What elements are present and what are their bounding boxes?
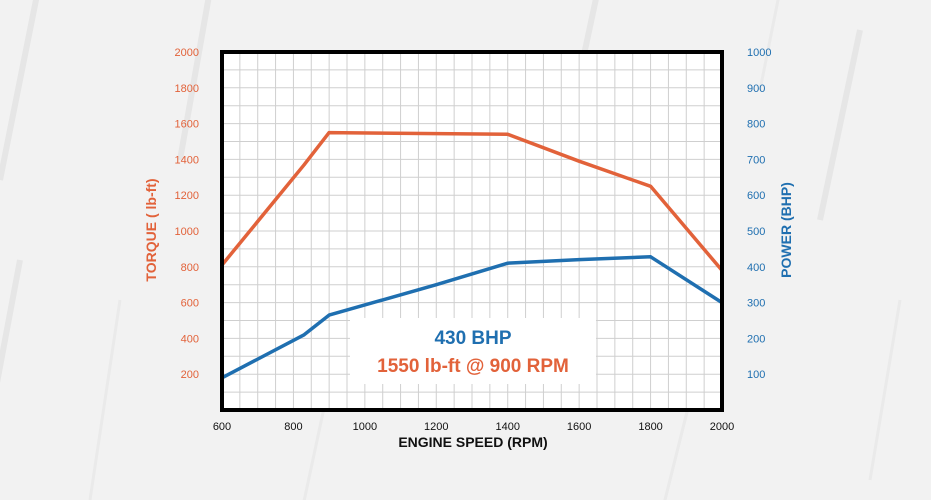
- annotation-background: [350, 318, 596, 384]
- torque-data-point: [577, 159, 581, 163]
- background-streak: [88, 299, 122, 500]
- y-tick-label-left: 400: [181, 333, 199, 345]
- background-streak: [868, 299, 902, 481]
- power-data-point: [434, 283, 438, 287]
- torque-data-point: [506, 132, 510, 136]
- y-tick-label-left: 1400: [175, 154, 199, 166]
- power-data-point: [506, 261, 510, 265]
- y-tick-label-left: 1800: [175, 83, 199, 95]
- background-streak: [0, 0, 40, 181]
- y-tick-label-right: 500: [747, 226, 765, 238]
- annotation-power-text: 430 BHP: [434, 328, 511, 349]
- x-tick-label: 1800: [638, 421, 662, 433]
- x-tick-label: 800: [284, 421, 302, 433]
- torque-data-point: [327, 131, 331, 135]
- y-tick-label-left: 1600: [175, 119, 199, 131]
- y-tick-label-left: 1000: [175, 226, 199, 238]
- y-tick-label-right: 200: [747, 333, 765, 345]
- y-tick-label-right: 100: [747, 369, 765, 381]
- x-tick-label: 1400: [495, 421, 519, 433]
- y-tick-label-left: 2000: [175, 47, 199, 59]
- power-data-point: [302, 333, 306, 337]
- annotation-box: 430 BHP 1550 lb-ft @ 900 RPM: [350, 318, 596, 384]
- x-tick-label: 1200: [424, 421, 448, 433]
- y-tick-label-right: 900: [747, 83, 765, 95]
- background-streak: [758, 0, 780, 91]
- background-streak: [817, 29, 863, 221]
- y-tick-label-left: 200: [181, 369, 199, 381]
- y-tick-label-right: 300: [747, 298, 765, 310]
- power-series-line: [220, 255, 724, 380]
- y-tick-label-left: 1200: [175, 190, 199, 202]
- power-data-point: [577, 258, 581, 262]
- x-axis-title: ENGINE SPEED (RPM): [398, 434, 547, 450]
- x-tick-label: 1600: [567, 421, 591, 433]
- x-tick-label: 600: [213, 421, 231, 433]
- y-tick-label-right: 400: [747, 262, 765, 274]
- y-tick-label-left: 600: [181, 298, 199, 310]
- y-tick-label-left: 800: [181, 262, 199, 274]
- y-axis-title-right: POWER (BHP): [778, 182, 794, 278]
- annotation-torque-text: 1550 lb-ft @ 900 RPM: [377, 356, 569, 377]
- power-data-point: [327, 313, 331, 317]
- torque-data-point: [302, 163, 306, 167]
- y-tick-label-right: 700: [747, 154, 765, 166]
- y-tick-label-right: 1000: [747, 47, 771, 59]
- y-tick-label-right: 800: [747, 119, 765, 131]
- x-tick-label: 1000: [353, 421, 377, 433]
- plot-frame: [220, 50, 724, 412]
- background-streak: [663, 399, 692, 500]
- torque-data-point: [649, 184, 653, 188]
- power-data-point: [649, 255, 653, 259]
- y-axis-title-left: TORQUE ( lb-ft): [143, 178, 159, 281]
- background-streak: [177, 0, 212, 161]
- y-tick-label-right: 600: [747, 190, 765, 202]
- background-streak: [0, 259, 23, 383]
- x-tick-label: 2000: [710, 421, 734, 433]
